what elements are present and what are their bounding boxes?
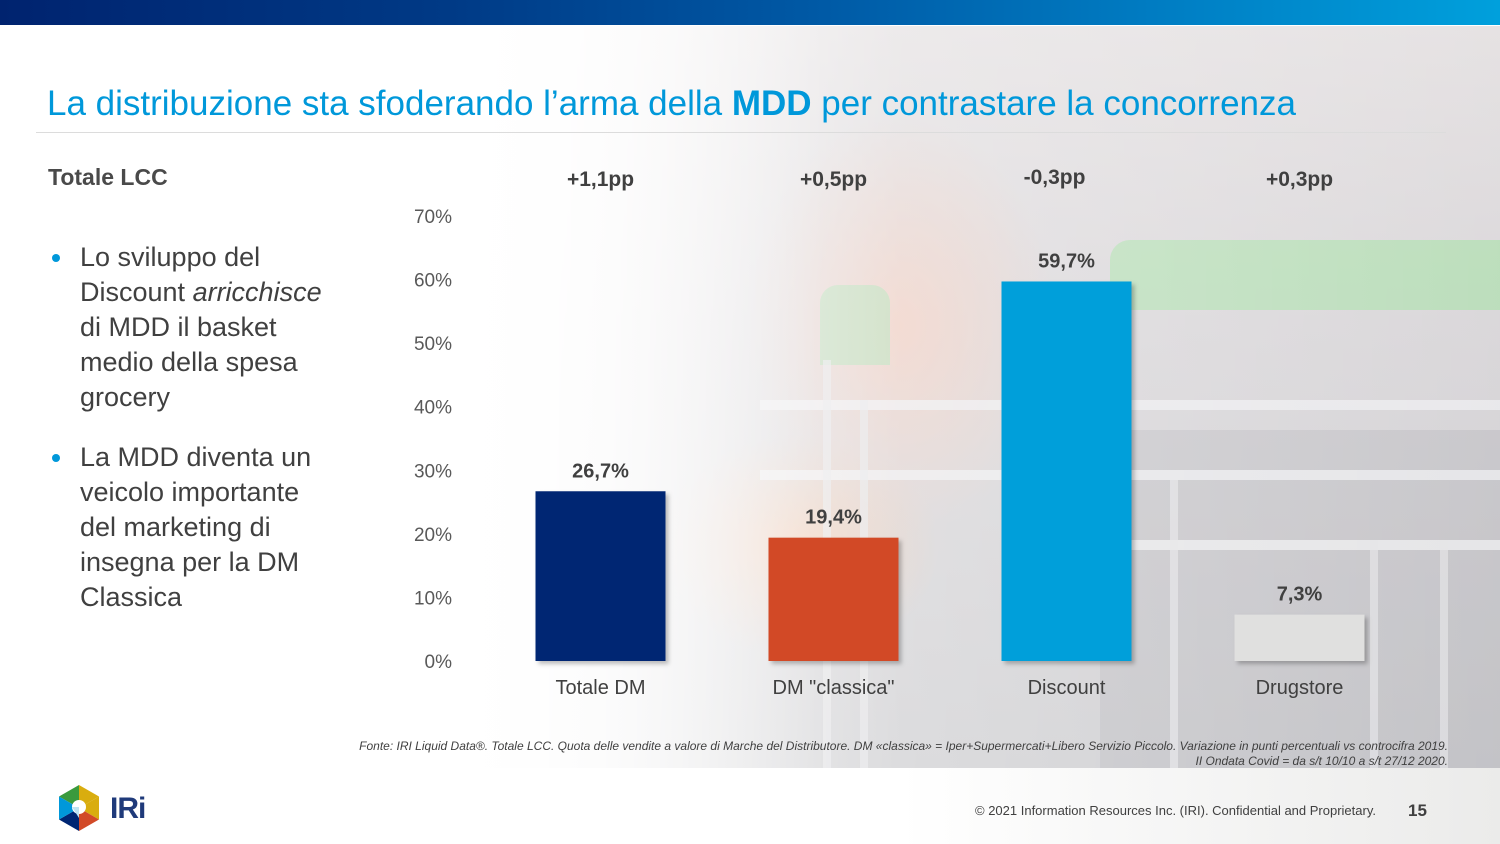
- bar-1: [768, 537, 899, 661]
- category-label: Drugstore: [1256, 677, 1344, 699]
- bullet-text-end: di MDD il basket medio della spesa groce…: [80, 312, 298, 412]
- delta-label: +0,5pp: [800, 168, 867, 191]
- y-tick-label: 40%: [414, 398, 452, 419]
- y-tick-label: 30%: [414, 461, 452, 482]
- title-divider: [36, 132, 1446, 133]
- bullet-item: La MDD diventa un veicolo importante del…: [52, 440, 342, 615]
- value-label: 7,3%: [1277, 584, 1323, 606]
- bullet-list: Lo sviluppo del Discount arricchisce di …: [52, 240, 342, 640]
- source-line-1: Fonte: IRI Liquid Data®. Totale LCC. Quo…: [359, 739, 1448, 753]
- page-number: 15: [1408, 801, 1427, 820]
- y-tick-label: 10%: [414, 588, 452, 609]
- y-tick-label: 60%: [414, 271, 452, 292]
- source-note: Fonte: IRI Liquid Data®. Totale LCC. Quo…: [248, 739, 1448, 769]
- y-tick-label: 0%: [425, 652, 453, 673]
- category-label: Discount: [1028, 677, 1106, 699]
- delta-label: +0,3pp: [1266, 168, 1333, 191]
- y-tick-label: 50%: [414, 334, 452, 355]
- bar-3: [1234, 614, 1365, 661]
- value-label: 59,7%: [1038, 250, 1095, 272]
- footer: [0, 768, 1500, 844]
- logo-text: IRi: [110, 792, 146, 825]
- bullet-text: La MDD diventa un veicolo importante del…: [80, 442, 312, 612]
- category-label: DM "classica": [773, 677, 895, 699]
- title-text-end: per contrastare la concorrenza: [811, 84, 1296, 123]
- value-label: 19,4%: [805, 507, 862, 529]
- source-line-2: II Ondata Covid = da s/t 10/10 a s/t 27/…: [1195, 754, 1448, 768]
- value-label: 26,7%: [572, 460, 629, 482]
- category-label: Totale DM: [555, 677, 645, 699]
- title-text: La distribuzione sta sfoderando l’arma d…: [47, 84, 732, 123]
- section-subhead: Totale LCC: [48, 164, 168, 190]
- delta-label: -0,3pp: [1024, 166, 1086, 189]
- copyright-text: © 2021 Information Resources Inc. (IRI).…: [975, 803, 1376, 818]
- delta-label: +1,1pp: [567, 168, 634, 191]
- bullet-dot-icon: [52, 254, 60, 262]
- bullet-item: Lo sviluppo del Discount arricchisce di …: [52, 240, 342, 415]
- y-axis: 0% 10% 20% 30% 40% 50% 60% 70%: [414, 207, 452, 673]
- y-tick-label: 20%: [414, 525, 452, 546]
- iri-logo-icon: [59, 785, 99, 831]
- y-tick-label: 70%: [414, 207, 452, 228]
- bar-2: [1001, 281, 1132, 661]
- top-banner: [0, 0, 1500, 25]
- labels: 26,7% Totale DM +1,1pp 19,4% DM "classica" +0…: [555, 166, 1343, 699]
- bullet-text: Lo sviluppo del Discount: [80, 242, 261, 307]
- bullet-italic-text: arricchisce: [192, 277, 322, 307]
- bullet-dot-icon: [52, 454, 60, 462]
- bar-0: [535, 491, 666, 661]
- bar-chart: 0% 10% 20% 30% 40% 50% 60% 70% 26,7% Totale DM +1…: [414, 166, 1365, 699]
- slide-title: La distribuzione sta sfoderando l’arma d…: [47, 84, 1296, 124]
- title-emphasis: MDD: [731, 84, 812, 123]
- bars: [535, 281, 1365, 661]
